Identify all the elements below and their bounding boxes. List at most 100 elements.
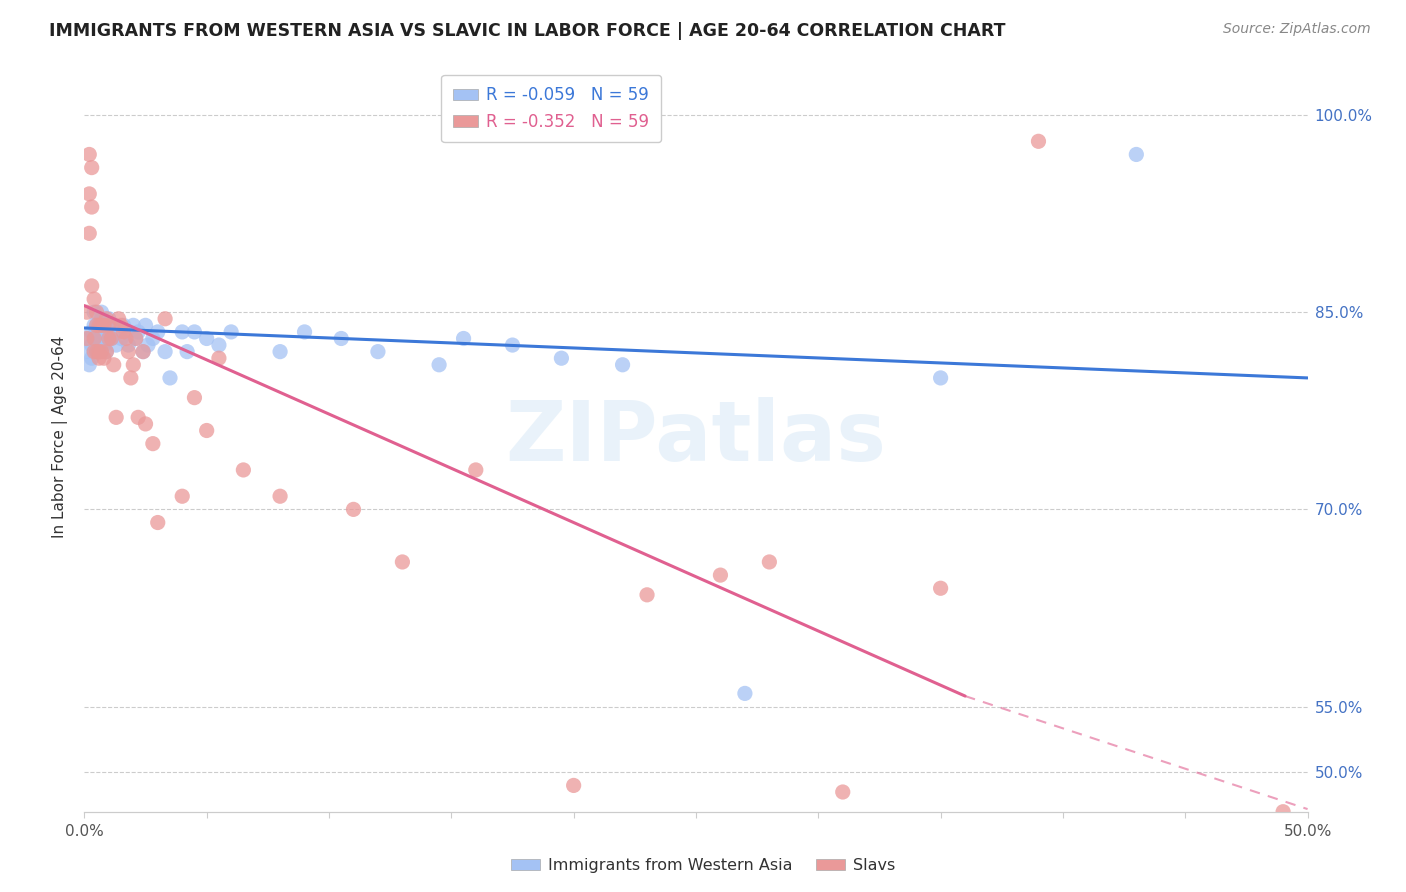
Point	[342, 502, 364, 516]
Point	[115, 325, 138, 339]
Point	[76, 344, 98, 359]
Point	[93, 351, 115, 366]
Point	[294, 325, 316, 339]
Point	[709, 568, 731, 582]
Point	[77, 186, 100, 201]
Point	[612, 358, 634, 372]
Point	[87, 351, 110, 366]
Legend: Immigrants from Western Asia, Slavs: Immigrants from Western Asia, Slavs	[505, 852, 901, 880]
Point	[93, 318, 115, 333]
Point	[176, 344, 198, 359]
Point	[112, 318, 135, 333]
Point	[90, 325, 112, 339]
Point	[100, 331, 122, 345]
Point	[269, 344, 291, 359]
Point	[136, 338, 159, 352]
Point	[831, 785, 853, 799]
Text: ZIPatlas: ZIPatlas	[506, 397, 886, 477]
Point	[83, 331, 105, 345]
Point	[77, 147, 100, 161]
Point	[132, 344, 155, 359]
Point	[183, 391, 205, 405]
Point	[636, 588, 658, 602]
Point	[76, 331, 98, 345]
Point	[758, 555, 780, 569]
Point	[105, 338, 128, 352]
Point	[153, 344, 176, 359]
Point	[93, 318, 115, 333]
Point	[103, 358, 125, 372]
Point	[120, 371, 142, 385]
Point	[110, 318, 132, 333]
Point	[77, 331, 100, 345]
Point	[367, 344, 389, 359]
Point	[80, 351, 103, 366]
Point	[269, 489, 291, 503]
Point	[219, 325, 242, 339]
Point	[83, 305, 105, 319]
Point	[90, 344, 112, 359]
Point	[232, 463, 254, 477]
Point	[125, 331, 148, 345]
Point	[80, 338, 103, 352]
Point	[83, 318, 105, 333]
Point	[330, 331, 353, 345]
Point	[86, 338, 108, 352]
Point	[90, 318, 112, 333]
Point	[87, 318, 110, 333]
Point	[97, 325, 120, 339]
Point	[107, 325, 129, 339]
Text: Source: ZipAtlas.com: Source: ZipAtlas.com	[1223, 22, 1371, 37]
Point	[550, 351, 572, 366]
Point	[86, 318, 108, 333]
Point	[208, 351, 231, 366]
Point	[117, 338, 139, 352]
Point	[112, 325, 135, 339]
Point	[93, 338, 115, 352]
Point	[83, 344, 105, 359]
Point	[159, 371, 181, 385]
Point	[96, 344, 118, 359]
Point	[132, 344, 155, 359]
Point	[83, 344, 105, 359]
Point	[86, 344, 108, 359]
Point	[1272, 805, 1295, 819]
Point	[96, 311, 118, 326]
Point	[122, 318, 145, 333]
Point	[195, 331, 218, 345]
Point	[146, 325, 169, 339]
Point	[464, 463, 486, 477]
Point	[87, 331, 110, 345]
Point	[77, 227, 100, 241]
Point	[86, 305, 108, 319]
Point	[135, 417, 157, 431]
Point	[100, 331, 122, 345]
Point	[96, 344, 118, 359]
Point	[929, 371, 952, 385]
Point	[117, 344, 139, 359]
Point	[107, 311, 129, 326]
Point	[135, 318, 157, 333]
Point	[96, 331, 118, 345]
Text: IMMIGRANTS FROM WESTERN ASIA VS SLAVIC IN LABOR FORCE | AGE 20-64 CORRELATION CH: IMMIGRANTS FROM WESTERN ASIA VS SLAVIC I…	[49, 22, 1005, 40]
Point	[87, 344, 110, 359]
Point	[153, 311, 176, 326]
Point	[97, 311, 120, 326]
Point	[208, 338, 231, 352]
Point	[562, 779, 585, 793]
Point	[80, 200, 103, 214]
Point	[127, 325, 149, 339]
Point	[80, 325, 103, 339]
Point	[80, 161, 103, 175]
Point	[734, 686, 756, 700]
Point	[142, 331, 165, 345]
Point	[83, 292, 105, 306]
Point	[90, 311, 112, 326]
Point	[195, 424, 218, 438]
Point	[453, 331, 475, 345]
Point	[86, 325, 108, 339]
Point	[103, 318, 125, 333]
Point	[105, 410, 128, 425]
Point	[80, 279, 103, 293]
Point	[172, 325, 194, 339]
